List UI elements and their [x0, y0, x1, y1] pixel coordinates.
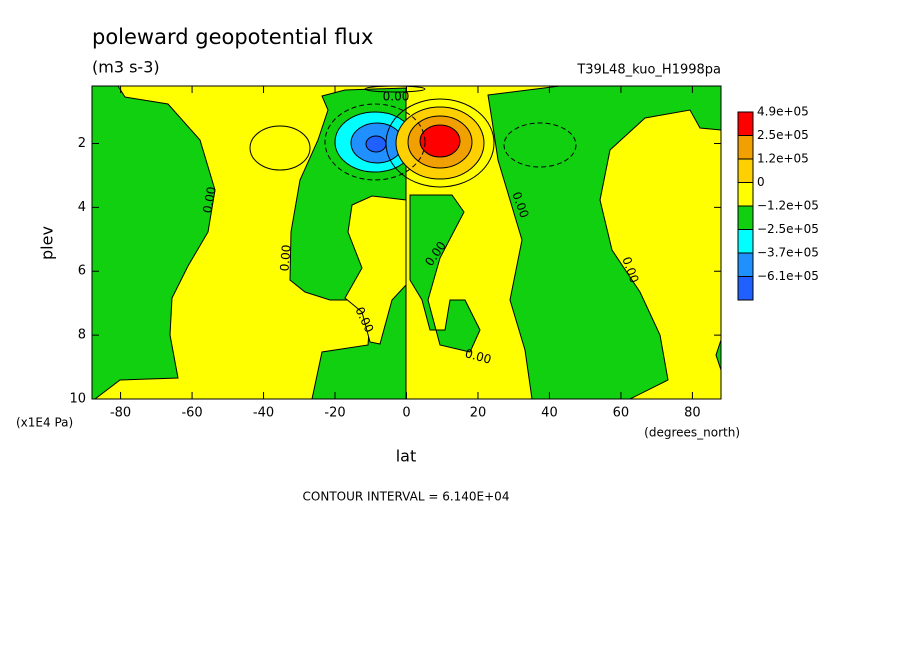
- y-tick-label: 6: [78, 264, 86, 279]
- x-tick-label: 40: [541, 406, 558, 421]
- x-tick-label: 80: [684, 406, 701, 421]
- chart-title: poleward geopotential flux: [92, 25, 373, 49]
- x-tick-label: -60: [181, 406, 202, 421]
- y-tick-label: 2: [78, 136, 86, 151]
- axes: [92, 86, 721, 400]
- chart-subtitle: (m3 s-3): [92, 58, 160, 77]
- colorbar-box: [737, 158, 754, 183]
- region: [344, 195, 407, 345]
- contour-line: [385, 98, 495, 188]
- region: [365, 135, 387, 153]
- contour-line: [503, 122, 577, 168]
- x-unit: (degrees_north): [644, 426, 740, 440]
- y-axis-label: plev: [38, 226, 57, 260]
- colorbar-box: [737, 182, 754, 207]
- region: [409, 194, 481, 353]
- region: [487, 86, 721, 399]
- footer: CONTOUR INTERVAL = 6.140E+04: [303, 490, 510, 504]
- y-unit: (x1E4 Pa): [16, 416, 73, 430]
- y-tick-label: 10: [69, 392, 86, 407]
- colorbar-box: [737, 111, 754, 136]
- colorbar-label: 2.5e+05: [757, 128, 809, 142]
- region: [715, 339, 721, 371]
- colorbar-label: −1.2e+05: [757, 199, 819, 213]
- x-tick-label: -40: [253, 406, 274, 421]
- colorbar-box: [737, 205, 754, 230]
- x-tick-label: -80: [110, 406, 131, 421]
- contour-label: 0.00: [200, 186, 218, 215]
- y-tick-label: 4: [78, 200, 86, 215]
- contour-line: [324, 103, 426, 181]
- x-tick-label: -20: [324, 406, 345, 421]
- colorbar-box: [737, 252, 754, 277]
- y-tick-label: 8: [78, 328, 86, 343]
- colorbar-label: −6.1e+05: [757, 269, 819, 283]
- contour-line: [249, 125, 311, 171]
- colorbar-label: 4.9e+05: [757, 105, 809, 119]
- colorbar-label: −2.5e+05: [757, 222, 819, 236]
- x-tick-label: 20: [470, 406, 487, 421]
- contour-label: 0.00: [277, 244, 293, 272]
- x-axis-label: lat: [396, 447, 417, 466]
- contour-label: 0.00: [463, 346, 492, 366]
- x-tick-label: 0: [402, 406, 410, 421]
- contour-label: 0.00: [383, 90, 410, 104]
- colorbar-label: 0: [757, 175, 765, 189]
- contour-line: [364, 86, 426, 93]
- x-tick-label: 60: [613, 406, 630, 421]
- colorbar-label: −3.7e+05: [757, 246, 819, 260]
- colorbar-box: [737, 229, 754, 254]
- colorbar-label: 1.2e+05: [757, 152, 809, 166]
- run-label: T39L48_kuo_H1998pa: [576, 63, 721, 78]
- region: [419, 124, 461, 158]
- colorbar-box: [737, 135, 754, 160]
- contour-field: [92, 86, 721, 399]
- region: [92, 86, 216, 399]
- colorbar-box: [737, 276, 754, 301]
